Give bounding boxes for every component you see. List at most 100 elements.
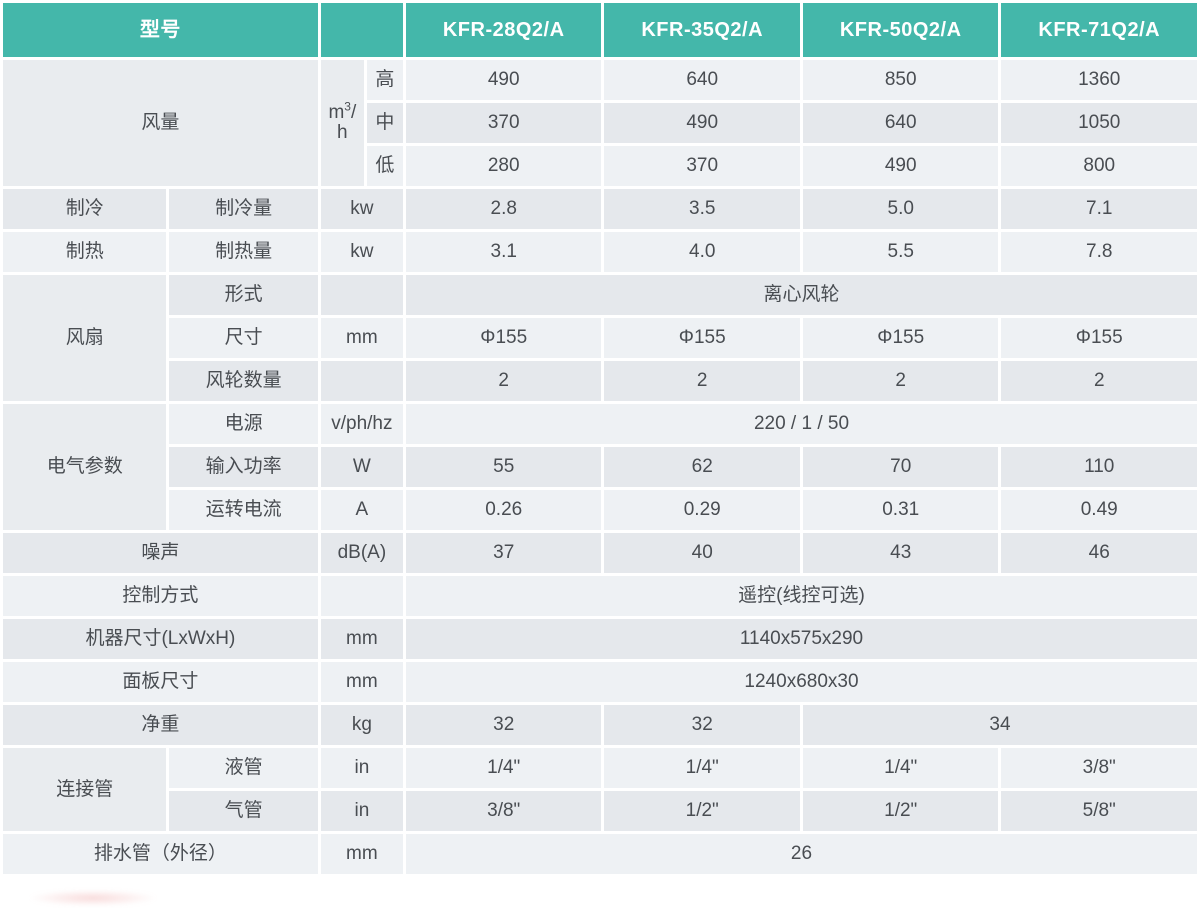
value-cell: 5/8" [1001,791,1197,831]
value-cell: 55 [405,447,602,487]
value-cell-merged: 34 [802,705,1197,745]
row-power-supply: 电气参数 电源 v/ph/hz 220 / 1 / 50 [3,404,1197,530]
unit-cell: v/ph/hz [320,404,403,444]
value-cell: 37 [405,533,602,573]
group-label-heating: 制热 [3,232,167,272]
value-cell: 2.8 [405,189,602,229]
value-cell: 0.29 [604,490,800,530]
value-cell: 370 [405,103,602,143]
row-label: 输入功率 [169,447,318,487]
row-panel-size: 面板尺寸 mm 1240x680x30 [3,662,1197,702]
row-airflow-high: 风量 m3/h 高 490 640 850 1360 [3,60,1197,186]
value-cell: 850 [802,60,999,100]
value-cell: Φ155 [1001,318,1197,358]
value-cell: 62 [604,447,800,487]
row-label: 运转电流 [169,490,318,530]
value-cell: 1360 [1001,60,1197,100]
value-cell: 46 [1001,533,1197,573]
value-cell: 3/8" [1001,748,1197,788]
row-label: 制热量 [169,232,318,272]
value-cell: 7.8 [1001,232,1197,272]
airflow-unit: m3/h [328,99,357,143]
unit-cell-airflow: m3/h [320,60,364,186]
value-cell: 490 [405,60,602,100]
row-fan-form: 风扇 形式 离心风轮 [3,275,1197,401]
row-label-net-weight: 净重 [3,705,318,745]
header-row: 型号 KFR-28Q2/A KFR-35Q2/A KFR-50Q2/A KFR-… [3,3,1197,57]
group-label-fan: 风扇 [3,275,167,401]
value-cell: 4.0 [604,232,800,272]
value-cell-span: 1240x680x30 [405,662,1197,702]
row-machine-size: 机器尺寸(LxWxH) mm 1140x575x290 [3,619,1197,659]
group-label-cooling: 制冷 [3,189,167,229]
watermark-smudge [28,890,158,906]
unit-cell: in [320,791,403,831]
unit-cell-empty [320,275,403,315]
row-net-weight: 净重 kg 32 32 34 [3,705,1197,745]
level-label: 高 [366,60,403,100]
unit-cell: dB(A) [320,533,403,573]
value-cell-span: 遥控(线控可选) [405,576,1197,616]
value-cell: 280 [405,146,602,186]
row-heating: 制热 制热量 kw 3.1 4.0 5.5 7.8 [3,232,1197,272]
unit-cell: kw [320,232,403,272]
value-cell: 1/4" [405,748,602,788]
row-label: 风轮数量 [169,361,318,401]
row-noise: 噪声 dB(A) 37 40 43 46 [3,533,1197,573]
row-label: 形式 [169,275,318,315]
value-cell-span: 1140x575x290 [405,619,1197,659]
unit-cell: mm [320,834,403,874]
row-label: 电源 [169,404,318,444]
level-label: 中 [366,103,403,143]
row-running-current: 运转电流 A 0.26 0.29 0.31 0.49 [3,490,1197,530]
value-cell: 1/4" [604,748,800,788]
unit-cell: in [320,748,403,788]
row-pipe-liquid: 连接管 液管 in 1/4" 1/4" 1/4" 3/8" [3,748,1197,831]
unit-column-header-empty [320,3,403,57]
value-cell: 43 [802,533,999,573]
value-cell: 3.5 [604,189,800,229]
unit-cell: mm [320,318,403,358]
row-label-machine-size: 机器尺寸(LxWxH) [3,619,318,659]
value-cell-span: 离心风轮 [405,275,1197,315]
row-airflow-mid: 中 370 490 640 1050 [3,103,1197,143]
row-pipe-gas: 气管 in 3/8" 1/2" 1/2" 5/8" [3,791,1197,831]
value-cell: 32 [604,705,800,745]
value-cell: 0.26 [405,490,602,530]
value-cell: 70 [802,447,999,487]
value-cell: Φ155 [802,318,999,358]
value-cell-span: 26 [405,834,1197,874]
unit-cell: mm [320,662,403,702]
value-cell: 5.0 [802,189,999,229]
model-header: KFR-71Q2/A [1001,3,1197,57]
unit-cell-empty [320,361,403,401]
value-cell: 110 [1001,447,1197,487]
value-cell: 2 [802,361,999,401]
value-cell-span: 220 / 1 / 50 [405,404,1197,444]
row-cooling: 制冷 制冷量 kw 2.8 3.5 5.0 7.1 [3,189,1197,229]
value-cell: 1/4" [802,748,999,788]
group-label-electrical: 电气参数 [3,404,167,530]
value-cell: 370 [604,146,800,186]
row-label: 气管 [169,791,318,831]
value-cell: 490 [802,146,999,186]
row-label: 制冷量 [169,189,318,229]
spec-table: 型号 KFR-28Q2/A KFR-35Q2/A KFR-50Q2/A KFR-… [3,3,1197,874]
level-label: 低 [366,146,403,186]
model-column-header: 型号 [3,3,318,57]
row-label-control: 控制方式 [3,576,318,616]
group-label-airflow: 风量 [3,60,318,186]
value-cell: 0.49 [1001,490,1197,530]
model-header: KFR-50Q2/A [802,3,999,57]
unit-cell-empty [320,576,403,616]
row-drain: 排水管（外径） mm 26 [3,834,1197,874]
model-header: KFR-35Q2/A [604,3,800,57]
unit-cell: kg [320,705,403,745]
row-label: 尺寸 [169,318,318,358]
row-label-panel-size: 面板尺寸 [3,662,318,702]
row-fan-size: 尺寸 mm Φ155 Φ155 Φ155 Φ155 [3,318,1197,358]
value-cell: 0.31 [802,490,999,530]
value-cell: 490 [604,103,800,143]
unit-cell: W [320,447,403,487]
value-cell: 2 [604,361,800,401]
